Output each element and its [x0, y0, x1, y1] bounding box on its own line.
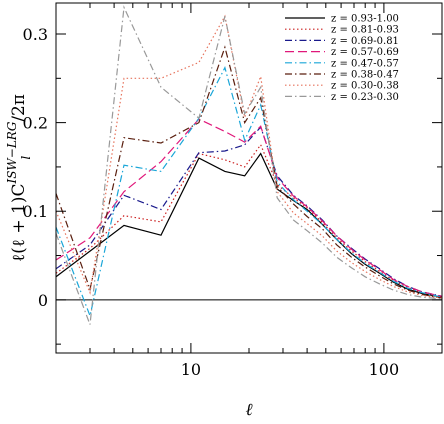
y-tick-label: 0.2	[23, 114, 48, 133]
series-line-2	[56, 143, 442, 298]
legend-label-1: z = 0.93-1.00	[331, 14, 399, 25]
series-line-6	[56, 45, 442, 299]
y-tick-label: 0.1	[23, 202, 48, 221]
x-tick-label: 100	[369, 360, 400, 379]
legend-label-2: z = 0.81-0.93	[331, 25, 399, 36]
y-axis-label-prefix: ℓ(ℓ + 1)C	[9, 184, 29, 262]
series-line-3	[56, 125, 442, 297]
legend: z = 0.93-1.00z = 0.81-0.93z = 0.69-0.81z…	[285, 14, 399, 103]
legend-label-3: z = 0.69-0.81	[331, 36, 399, 47]
series-line-7	[56, 14, 442, 299]
legend-label-7: z = 0.30-0.38	[331, 81, 399, 92]
x-tick-label: 10	[181, 360, 201, 379]
legend-label-4: z = 0.57-0.69	[331, 47, 399, 58]
series-line-4	[56, 118, 442, 297]
series-line-8	[56, 5, 442, 325]
x-axis-label: ℓ	[245, 400, 252, 420]
legend-label-8: z = 0.23-0.30	[331, 92, 399, 103]
legend-label-6: z = 0.38-0.47	[331, 70, 399, 81]
ticks-layer: 10 100 0 0.1 0.2 0.3	[23, 3, 443, 379]
y-tick-label: 0	[38, 291, 48, 310]
y-tick-label: 0.3	[23, 25, 48, 44]
y-axis-label-subscript: l	[19, 156, 33, 160]
y-axis-label-superscript: ISW−LRG	[5, 121, 19, 184]
series-line-5	[56, 66, 442, 318]
series-layer	[56, 5, 442, 325]
y-axis-label-suffix: /2π	[9, 94, 29, 122]
legend-label-5: z = 0.47-0.57	[331, 58, 399, 69]
y-axis-label: ℓ(ℓ + 1)CISW−LRGl/2π	[5, 94, 33, 262]
